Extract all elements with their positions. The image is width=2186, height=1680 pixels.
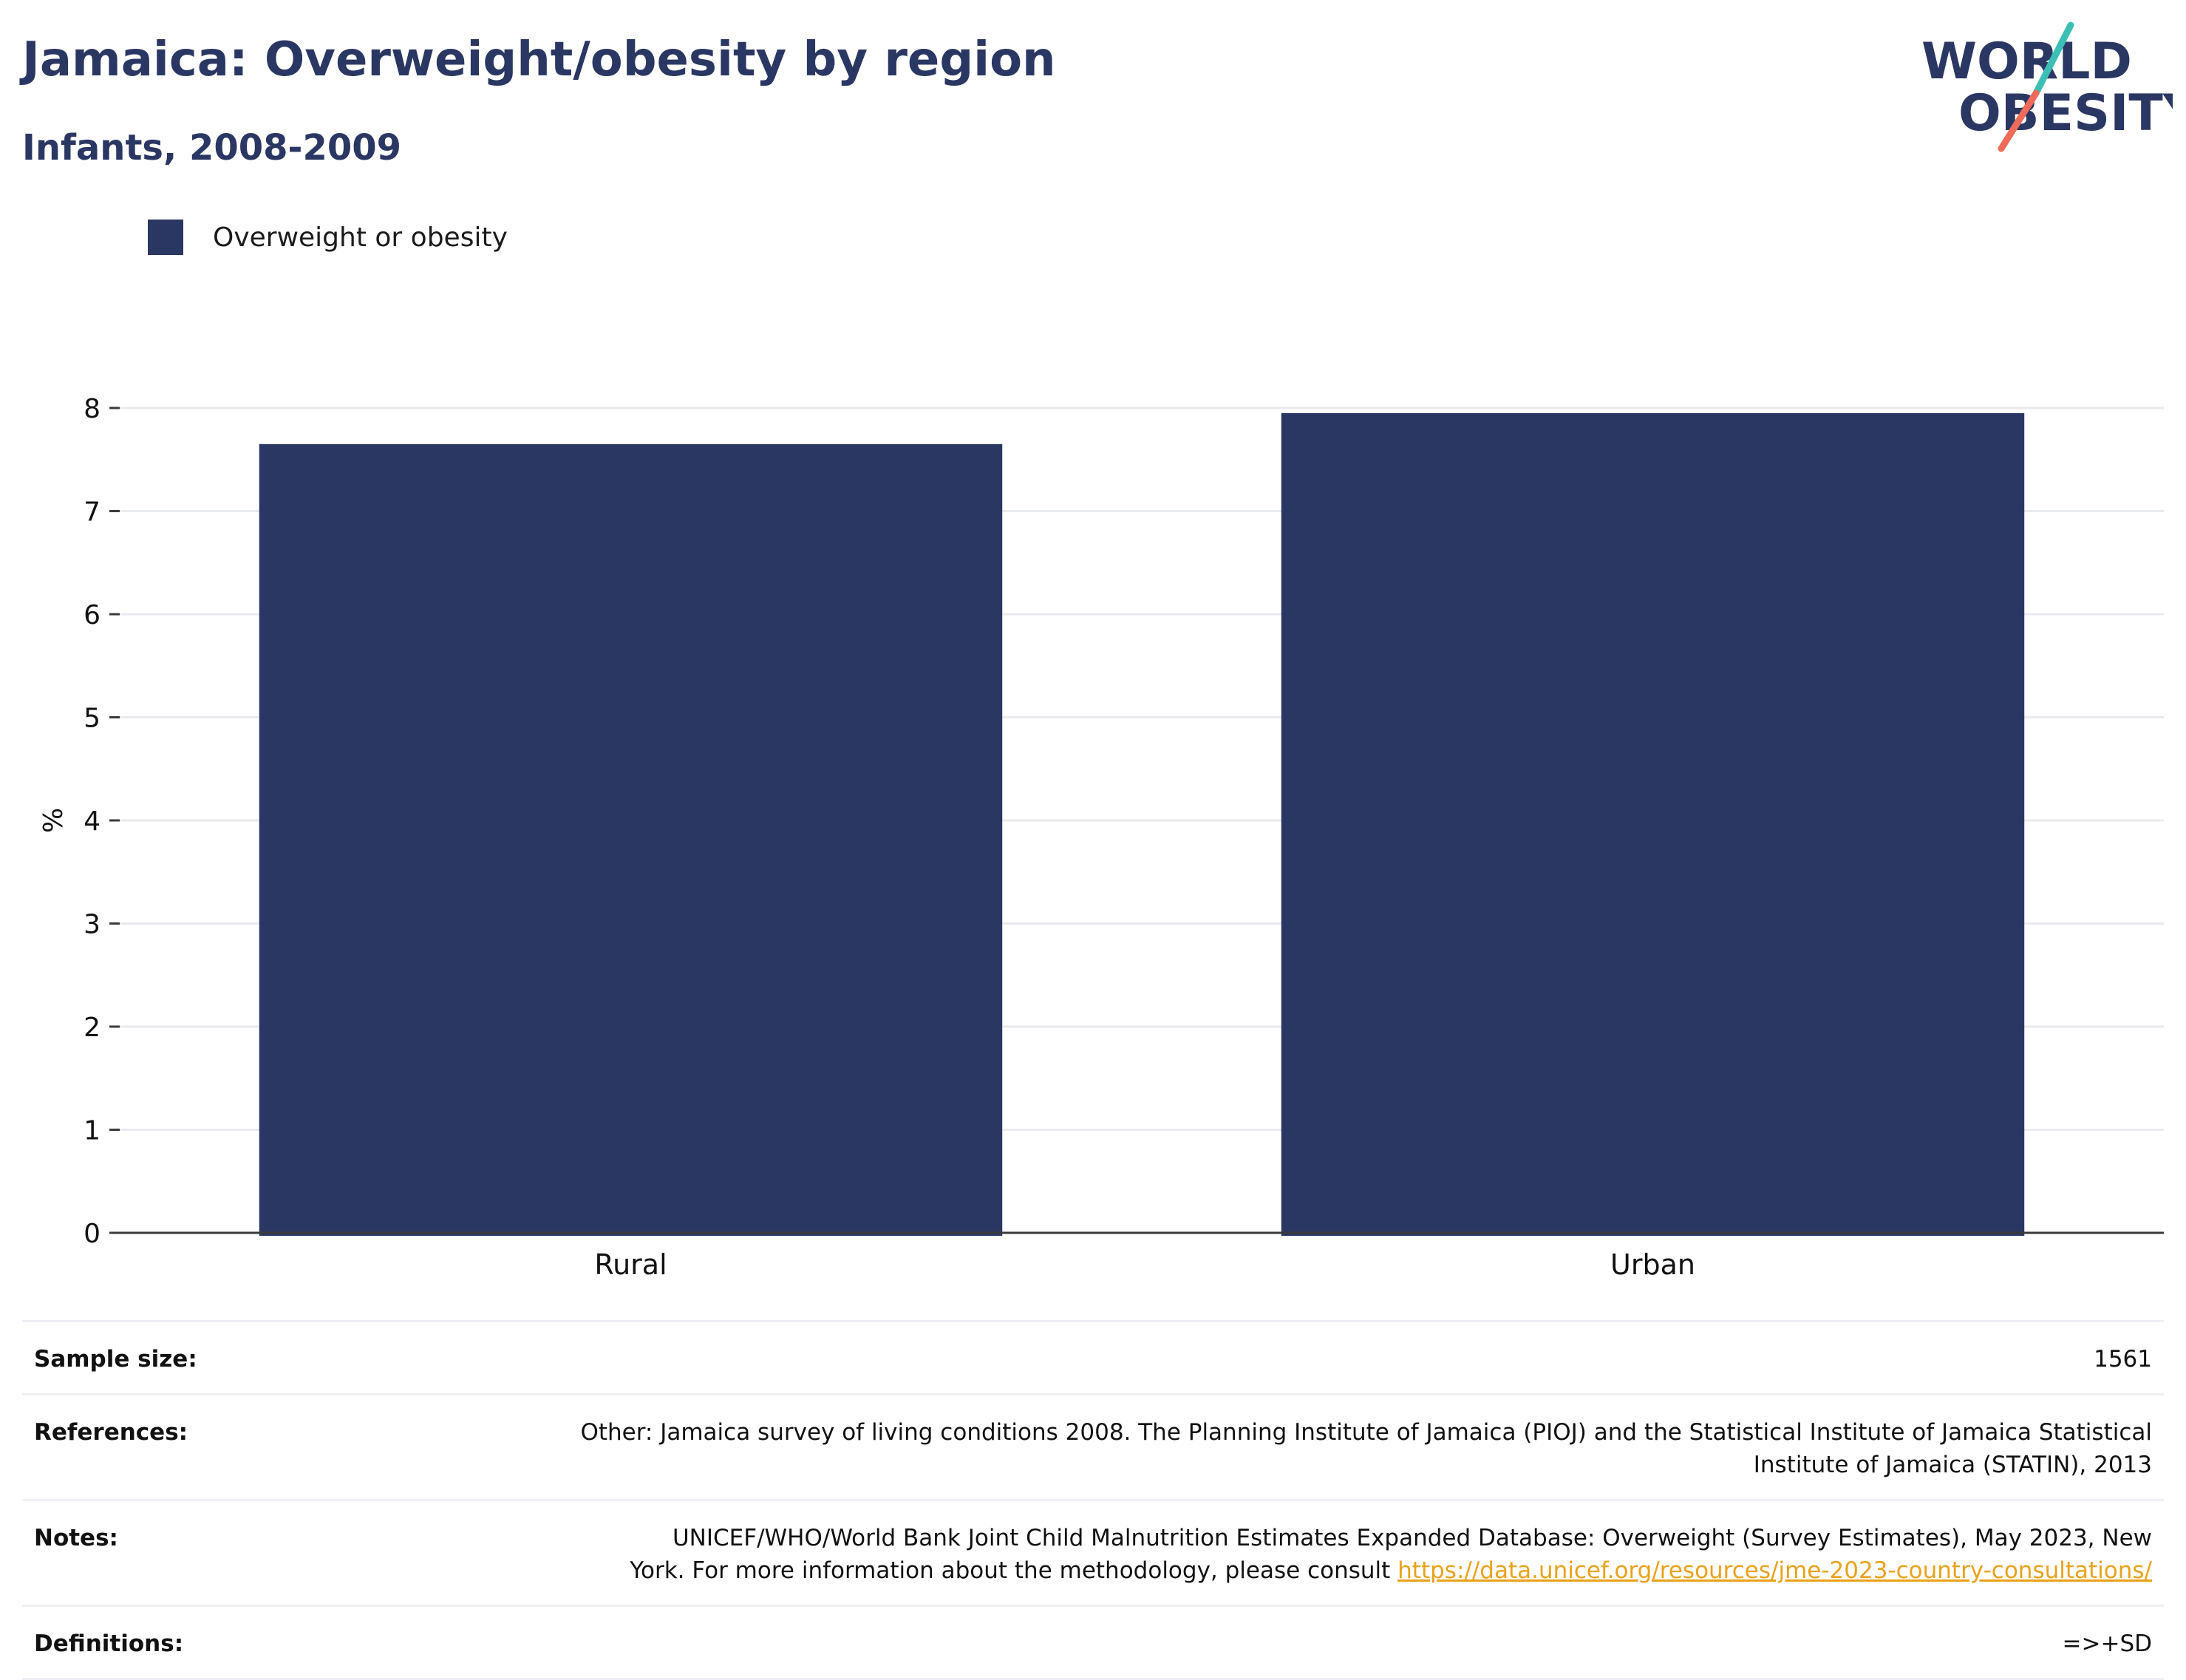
meta-row-notes: Notes: UNICEF/WHO/World Bank Joint Child… <box>22 1501 2164 1607</box>
notes-line-1: UNICEF/WHO/World Bank Joint Child Malnut… <box>672 1525 2152 1551</box>
references-value: Other: Jamaica survey of living conditio… <box>580 1416 2152 1481</box>
logo-line-1: WORLD <box>1921 33 2132 91</box>
legend-label-overweight: Overweight or obesity <box>213 222 508 253</box>
references-label: References: <box>34 1419 188 1446</box>
bar-urban <box>1281 412 2025 1236</box>
y-tick-label: 1 <box>84 1116 101 1146</box>
y-tick-label: 4 <box>84 806 101 837</box>
y-tick-label: 2 <box>84 1013 101 1043</box>
references-line-1: Other: Jamaica survey of living conditio… <box>580 1419 2152 1446</box>
x-tick-labels: Rural Urban <box>594 1248 1695 1281</box>
meta-row-sample-size: Sample size: 1561 <box>22 1322 2164 1395</box>
definitions-label: Definitions: <box>34 1630 184 1657</box>
bar-chart: 0 1 2 3 4 5 6 7 8 Rural Urban % <box>36 394 2164 1281</box>
y-tick-label: 0 <box>84 1219 101 1249</box>
x-tick-label-urban: Urban <box>1610 1248 1695 1281</box>
sample-size-label: Sample size: <box>34 1346 197 1373</box>
y-axis-title: % <box>36 808 67 833</box>
bar-rural <box>259 443 1003 1237</box>
world-obesity-logo: WORLD OBESITY <box>1921 21 2173 152</box>
y-tick-label: 5 <box>84 704 101 734</box>
legend-swatch-overweight <box>148 220 183 255</box>
definitions-value: =>+SD <box>2062 1630 2152 1657</box>
x-tick-label-rural: Rural <box>594 1248 667 1281</box>
bars <box>259 412 2025 1237</box>
references-line-2: Institute of Jamaica (STATIN), 2013 <box>1753 1452 2152 1478</box>
y-tick-label: 6 <box>84 600 101 630</box>
logo-slash-coral <box>1998 89 2040 152</box>
y-tick-label: 7 <box>84 497 101 528</box>
meta-row-references: References: Other: Jamaica survey of liv… <box>22 1395 2164 1501</box>
notes-value: UNICEF/WHO/World Bank Joint Child Malnut… <box>630 1522 2152 1587</box>
notes-line-2: York. For more information about the met… <box>630 1557 1398 1584</box>
sample-size-value: 1561 <box>2094 1346 2152 1373</box>
y-tick-labels: 0 1 2 3 4 5 6 7 8 <box>84 394 120 1249</box>
notes-label: Notes: <box>34 1525 118 1551</box>
chart-subtitle: Infants, 2008-2009 <box>22 127 402 169</box>
chart-title: Jamaica: Overweight/obesity by region <box>22 33 1056 87</box>
logo-line-2: OBESITY <box>1958 84 2173 143</box>
metadata-table: Sample size: 1561 References: Other: Jam… <box>22 1320 2164 1680</box>
meta-row-definitions: Definitions: =>+SD <box>22 1607 2164 1680</box>
methodology-link[interactable]: https://data.unicef.org/resources/jme-20… <box>1397 1557 2152 1584</box>
chart-legend: Overweight or obesity <box>148 220 508 255</box>
y-tick-label: 3 <box>84 910 101 940</box>
y-tick-label: 8 <box>84 394 101 424</box>
logo-slash-teal <box>2032 21 2074 97</box>
